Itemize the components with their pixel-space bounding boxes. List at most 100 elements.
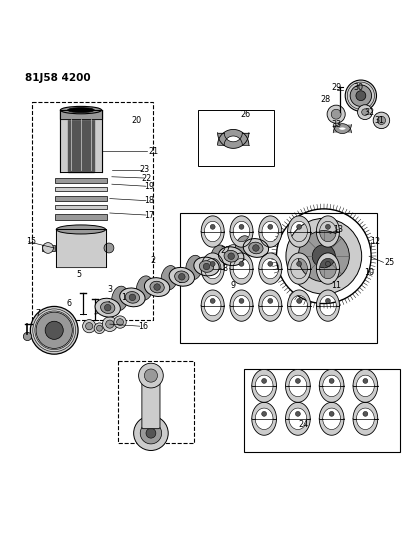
- Polygon shape: [353, 419, 378, 435]
- Circle shape: [145, 369, 157, 382]
- Circle shape: [268, 298, 273, 303]
- Polygon shape: [68, 110, 94, 172]
- Circle shape: [178, 273, 185, 280]
- Circle shape: [327, 105, 345, 123]
- Circle shape: [325, 224, 330, 229]
- Ellipse shape: [169, 268, 195, 286]
- Ellipse shape: [249, 242, 263, 254]
- Bar: [55, 196, 107, 201]
- Circle shape: [325, 298, 330, 303]
- Polygon shape: [230, 253, 253, 269]
- Circle shape: [329, 411, 334, 416]
- Polygon shape: [285, 402, 310, 419]
- Text: 27: 27: [220, 246, 230, 255]
- Ellipse shape: [186, 255, 202, 280]
- Polygon shape: [230, 305, 253, 321]
- Circle shape: [116, 319, 123, 326]
- Ellipse shape: [125, 292, 140, 303]
- Text: 3: 3: [107, 285, 112, 294]
- Ellipse shape: [199, 261, 214, 272]
- Bar: [55, 178, 107, 183]
- Polygon shape: [287, 290, 311, 305]
- Polygon shape: [201, 305, 224, 321]
- Text: 11: 11: [331, 280, 341, 289]
- Polygon shape: [252, 369, 276, 386]
- Text: 30: 30: [354, 83, 364, 92]
- Circle shape: [36, 312, 72, 349]
- Circle shape: [210, 261, 215, 266]
- Ellipse shape: [235, 236, 252, 260]
- Circle shape: [297, 224, 301, 229]
- Circle shape: [94, 323, 105, 334]
- Polygon shape: [319, 419, 344, 435]
- Circle shape: [297, 298, 301, 303]
- Polygon shape: [316, 216, 339, 231]
- Ellipse shape: [161, 265, 178, 290]
- Circle shape: [134, 416, 168, 450]
- Circle shape: [239, 224, 244, 229]
- Circle shape: [203, 263, 210, 270]
- Circle shape: [106, 320, 114, 328]
- Circle shape: [268, 261, 273, 266]
- Polygon shape: [287, 231, 311, 247]
- Circle shape: [295, 411, 300, 416]
- Circle shape: [350, 85, 372, 107]
- Polygon shape: [319, 386, 344, 402]
- Text: 9: 9: [231, 280, 236, 289]
- Text: 14: 14: [121, 293, 131, 302]
- Circle shape: [356, 91, 366, 101]
- Circle shape: [45, 321, 63, 340]
- Circle shape: [331, 109, 341, 119]
- Circle shape: [325, 261, 330, 266]
- Polygon shape: [316, 253, 339, 269]
- Circle shape: [146, 428, 156, 438]
- Circle shape: [286, 219, 362, 294]
- Circle shape: [329, 378, 334, 383]
- Circle shape: [373, 112, 390, 128]
- Circle shape: [363, 411, 368, 416]
- Circle shape: [362, 109, 368, 116]
- Text: 16: 16: [138, 322, 148, 330]
- Polygon shape: [60, 110, 102, 119]
- Polygon shape: [201, 253, 224, 269]
- Circle shape: [226, 245, 241, 260]
- Circle shape: [104, 304, 111, 311]
- Polygon shape: [252, 402, 276, 419]
- Circle shape: [43, 243, 53, 253]
- Ellipse shape: [112, 286, 128, 311]
- Bar: [55, 187, 107, 191]
- Circle shape: [85, 322, 93, 330]
- Circle shape: [297, 261, 301, 266]
- Text: 17: 17: [144, 211, 154, 220]
- Text: 32: 32: [364, 108, 374, 117]
- Polygon shape: [218, 133, 249, 148]
- Text: 19: 19: [144, 182, 154, 191]
- Text: 15: 15: [26, 237, 37, 246]
- Polygon shape: [259, 253, 282, 269]
- Ellipse shape: [150, 281, 164, 293]
- Circle shape: [83, 320, 96, 333]
- Circle shape: [154, 284, 160, 290]
- Circle shape: [253, 245, 259, 251]
- Polygon shape: [259, 269, 282, 284]
- Text: 22: 22: [142, 174, 152, 182]
- Circle shape: [358, 105, 373, 119]
- Polygon shape: [353, 369, 378, 386]
- Polygon shape: [287, 216, 311, 231]
- Text: 24: 24: [298, 421, 308, 430]
- Text: 8: 8: [223, 264, 228, 273]
- Circle shape: [239, 298, 244, 303]
- Ellipse shape: [224, 251, 238, 262]
- Circle shape: [114, 316, 126, 328]
- Circle shape: [102, 317, 117, 332]
- Circle shape: [262, 411, 267, 416]
- Bar: [42, 245, 55, 251]
- Circle shape: [239, 261, 244, 266]
- Text: 21: 21: [148, 147, 158, 156]
- Circle shape: [139, 363, 163, 388]
- Polygon shape: [60, 110, 102, 172]
- Text: 7: 7: [35, 309, 40, 318]
- Ellipse shape: [145, 278, 170, 296]
- Text: 12: 12: [370, 237, 380, 246]
- Polygon shape: [201, 231, 224, 247]
